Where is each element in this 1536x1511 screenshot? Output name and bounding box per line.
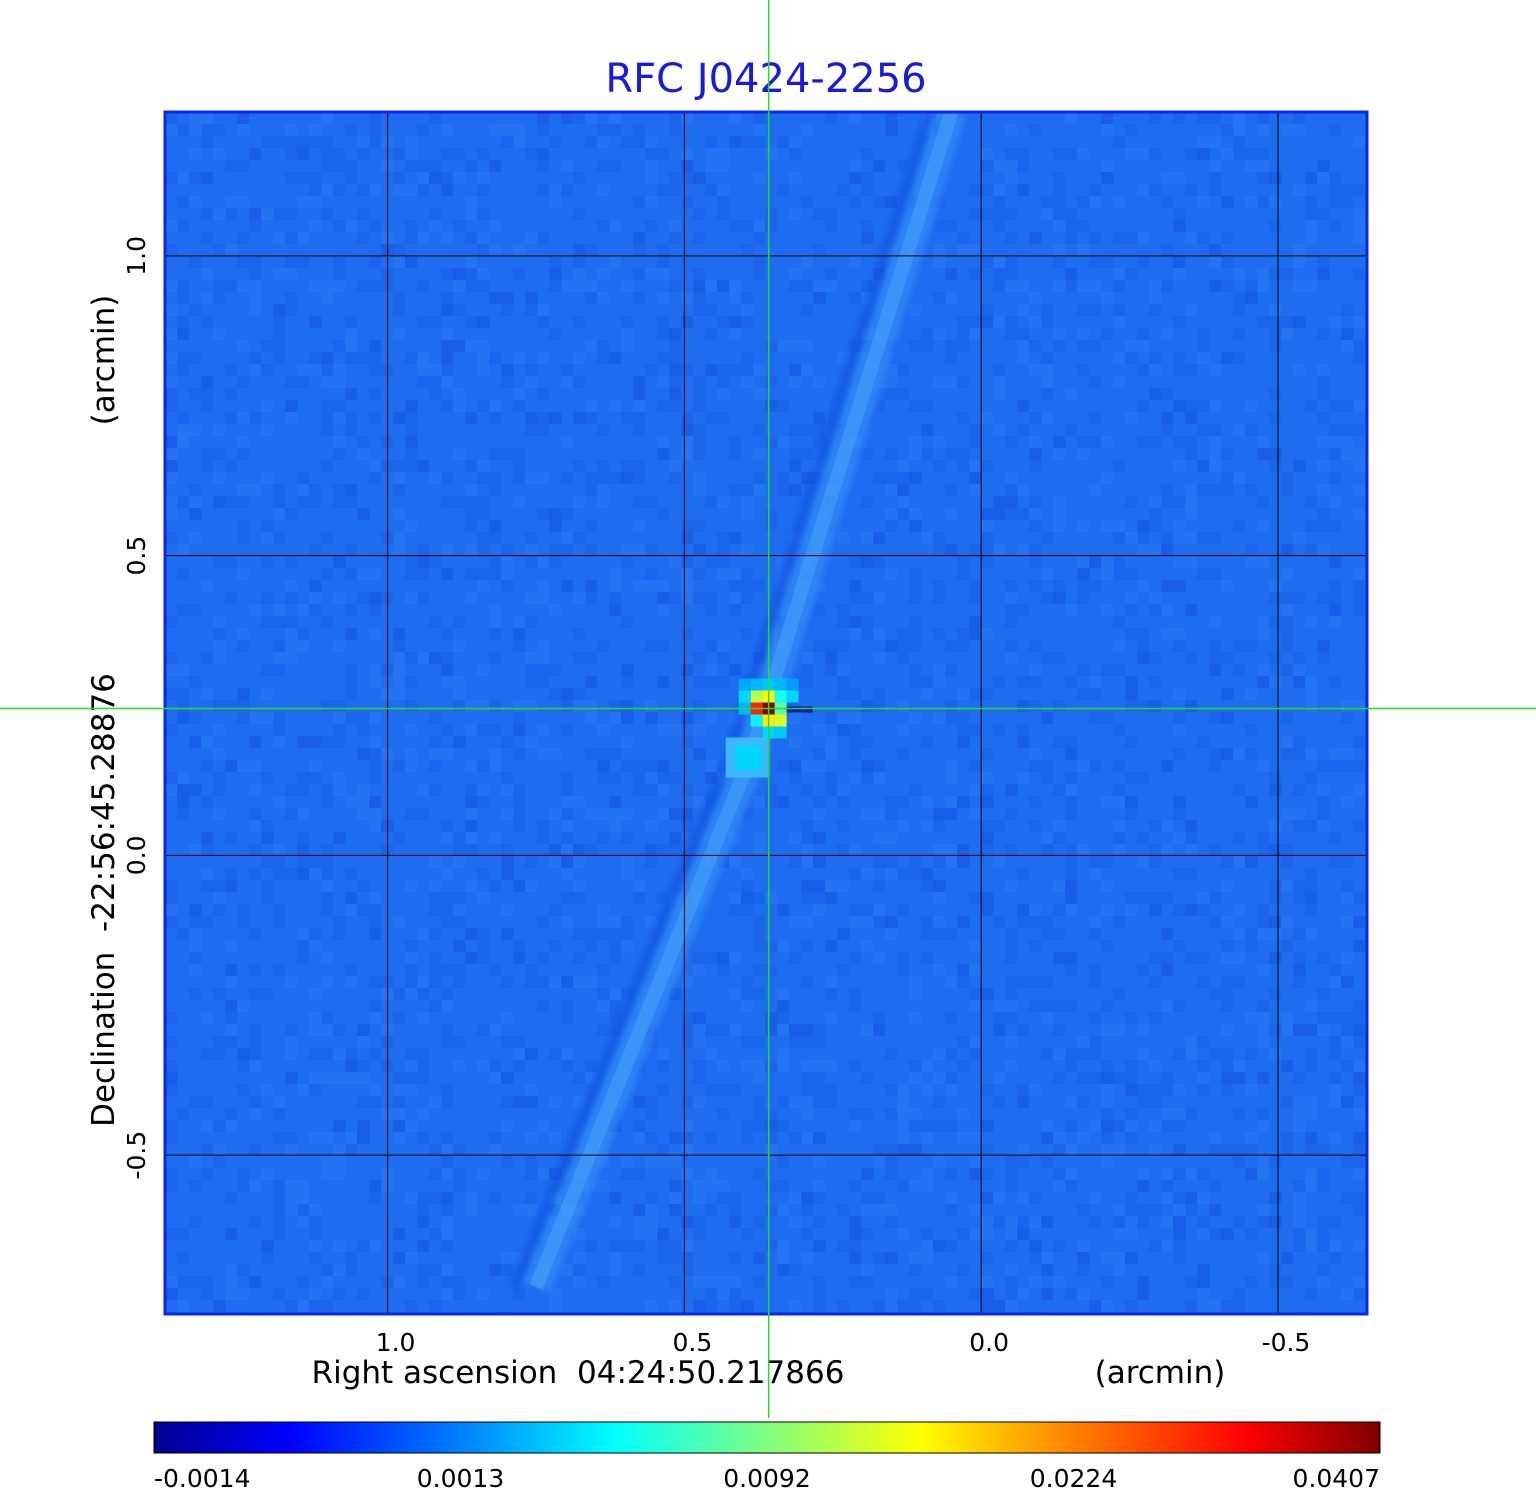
x-axis-unit: (arcmin) <box>1095 1355 1226 1391</box>
x-tick-labels: 1.0 0.5 0.0 -0.5 <box>376 1328 1311 1357</box>
y-tick-label: 0.0 <box>122 835 151 875</box>
y-axis-label: Declination -22:56:45.28876 <box>86 673 122 1127</box>
colorbar-tick-labels: -0.0014 0.0013 0.0092 0.0224 0.0407 <box>154 1464 1380 1493</box>
plot-area <box>163 110 1369 1316</box>
core-pixel <box>738 690 751 703</box>
x-tick-label: 1.0 <box>376 1328 416 1357</box>
colorbar: -0.0014 0.0013 0.0092 0.0224 0.0407 <box>153 1421 1381 1493</box>
jet-sidelobe <box>509 112 935 1289</box>
x-tick-label: -0.5 <box>1262 1328 1311 1357</box>
y-tick-label: 0.5 <box>122 536 151 576</box>
y-axis-unit: (arcmin) <box>86 295 122 426</box>
noise-texture <box>165 112 1367 1314</box>
colorbar-tick-label: 0.0224 <box>1030 1464 1117 1493</box>
x-axis-label: Right ascension 04:24:50.217866 <box>312 1355 845 1391</box>
chart-title: RFC J0424-2256 <box>605 56 926 102</box>
colorbar-tick-label: -0.0014 <box>154 1464 251 1493</box>
grid <box>165 112 1367 1314</box>
crosshair <box>0 0 1536 1418</box>
plot-frame <box>163 110 1369 1316</box>
x-tick-label: 0.5 <box>672 1328 712 1357</box>
core-pixel <box>774 678 787 691</box>
y-tick-label: -0.5 <box>122 1131 151 1180</box>
colorbar-gradient <box>153 1421 1381 1454</box>
core-pixel <box>750 690 763 703</box>
core-pixel <box>774 714 787 727</box>
core-pixel <box>786 678 799 691</box>
component-inner <box>735 745 762 770</box>
colorbar-tick-label: 0.0092 <box>723 1464 810 1493</box>
jet-emission <box>509 112 966 1293</box>
core-pixel <box>750 678 763 691</box>
jet-ridge-inner <box>529 112 959 1290</box>
colorbar-tick-label: 0.0013 <box>417 1464 504 1493</box>
colorbar-tick-label: 0.0407 <box>1293 1464 1380 1493</box>
core-negative <box>786 706 813 713</box>
x-tick-label: 0.0 <box>969 1328 1009 1357</box>
core-pixel <box>774 726 787 739</box>
core-pixel <box>774 690 787 703</box>
core-pixel <box>786 690 799 703</box>
core-pixel <box>738 678 751 691</box>
core-pixel <box>750 714 763 727</box>
y-tick-labels: 1.0 0.5 0.0 -0.5 <box>122 236 151 1180</box>
y-tick-label: 1.0 <box>122 236 151 276</box>
